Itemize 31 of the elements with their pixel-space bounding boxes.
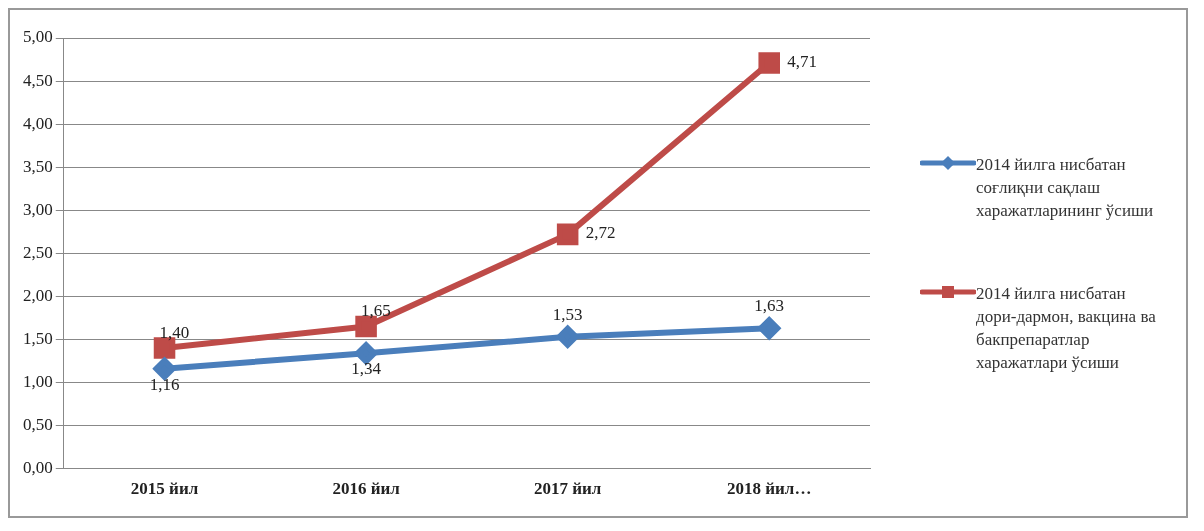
point — [355, 342, 378, 365]
data-label: 1,65 — [361, 301, 391, 321]
data-label: 1,34 — [351, 359, 382, 379]
y-tick-label: 4,50 — [23, 70, 53, 90]
y-tick-label: 2,50 — [23, 242, 53, 262]
y-tick-label: 0,00 — [23, 458, 53, 478]
point — [556, 325, 579, 348]
x-tick-label: 2018 йил… — [727, 479, 812, 499]
y-tick-label: 0,50 — [23, 415, 53, 435]
y-tick-label: 3,00 — [23, 199, 53, 219]
x-tick-label: 2017 йил — [533, 479, 602, 499]
point — [758, 317, 781, 340]
data-label: 1,53 — [552, 304, 583, 324]
x-tick-label: 2016 йил — [332, 479, 401, 499]
y-tick-label: 1,50 — [23, 328, 53, 348]
y-tick-label: 5,00 — [23, 27, 53, 47]
legend-label: 2014 йилга нисбатан дори-дармон, вакцина ва бакпрепаратлар харажатлари ўсиши — [976, 282, 1157, 374]
data-label: 1,40 — [159, 323, 190, 342]
y-tick-label: 2,00 — [23, 285, 53, 305]
point — [758, 52, 780, 74]
data-label: 1,16 — [149, 374, 180, 394]
data-label: 1,63 — [754, 296, 785, 316]
point — [153, 357, 176, 380]
data-label: 2,72 — [585, 223, 616, 243]
data-label: 4,71 — [787, 51, 817, 71]
legend-label: 2014 йилга нисбатан соғлиқни сақлаш харажатларининг ўсиши — [976, 153, 1155, 222]
point — [556, 223, 579, 246]
y-tick-label: 3,50 — [23, 156, 53, 176]
x-tick-label: 2015 йил — [130, 479, 199, 499]
y-tick-label: 1,00 — [23, 371, 53, 391]
y-tick-label: 4,00 — [23, 113, 53, 133]
